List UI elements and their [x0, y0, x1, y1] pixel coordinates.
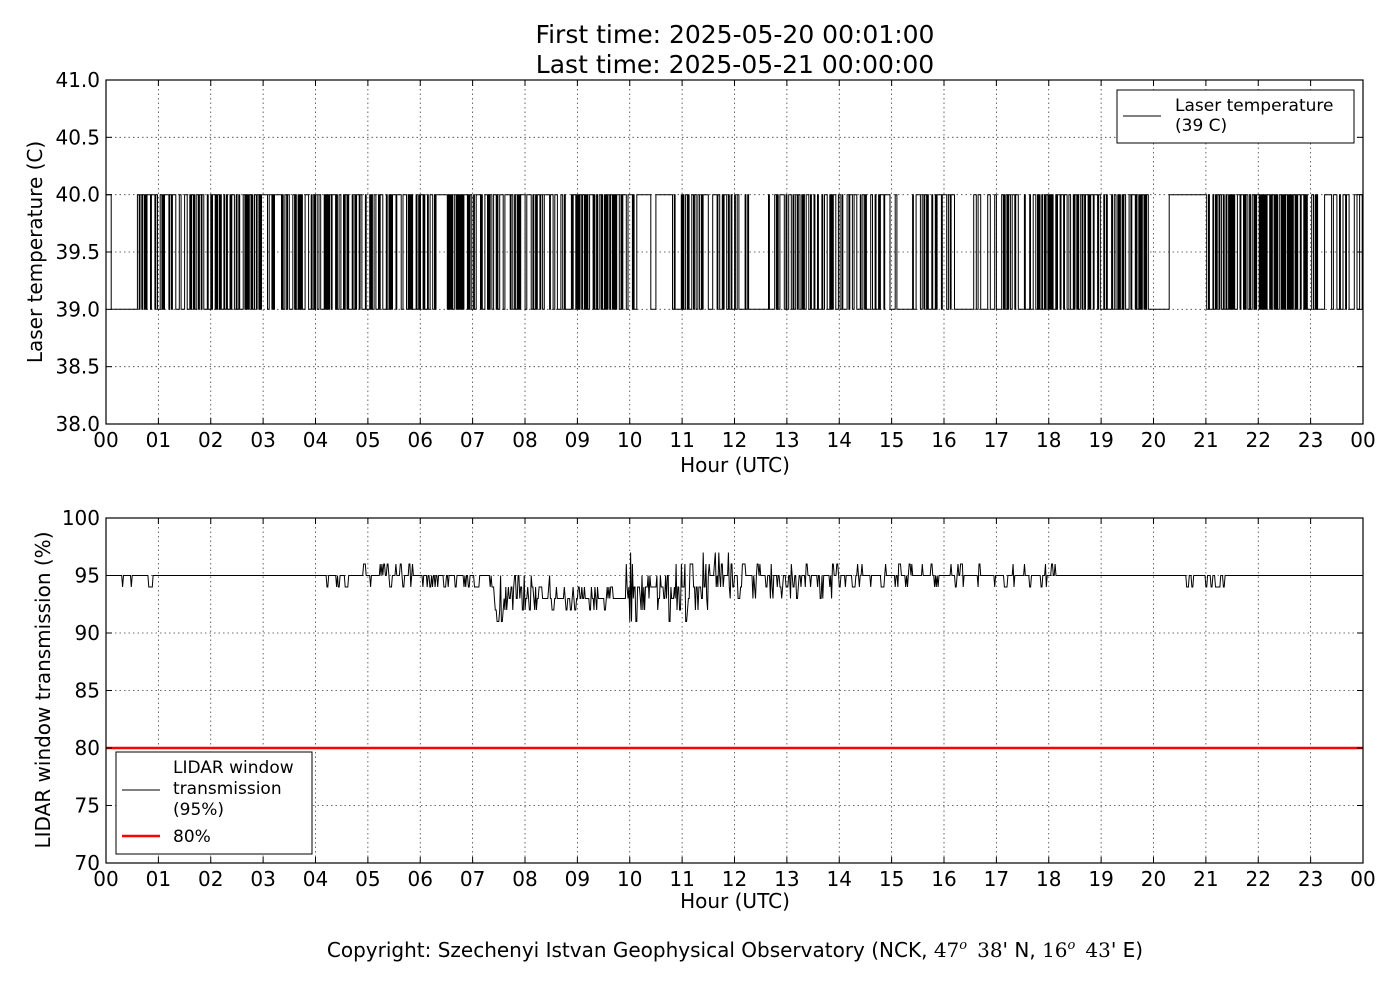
laser-temperature-xtick-label: 04	[303, 428, 328, 452]
lidar-transmission-ticks: 00 01 02 03 04 05 06 07 08 09 10 11 12 13 14 15 16 17 18 19…	[62, 506, 1376, 891]
latitude-degree-mark: o	[959, 938, 967, 953]
copyright-notice: Copyright: Szechenyi Istvan Geophysical …	[327, 938, 1143, 962]
laser-temperature-ticks: 00 01 02 03 04 05 06 07 08 09 10 11 12 13 14 15 16 17 18 19…	[55, 68, 1375, 452]
lidar-transmission-xtick-label: 06	[408, 867, 433, 891]
laser-temperature-xtick-label: 09	[565, 428, 590, 452]
lidar-legend-label-transmission: LIDAR window transmission (95%)	[173, 758, 299, 820]
lidar-transmission-ytick-label: 85	[75, 679, 100, 703]
lidar-transmission-xtick-label: 22	[1246, 867, 1271, 891]
laser-temperature-xtick-label: 00	[93, 428, 118, 452]
laser-temperature-ylabel: Laser temperature (C)	[23, 141, 47, 363]
lidar-transmission-xtick-label: 07	[460, 867, 485, 891]
lidar-transmission-xtick-label: 05	[355, 867, 380, 891]
laser-temperature-xtick-label: 03	[250, 428, 275, 452]
lidar-transmission-xtick-label: 17	[984, 867, 1009, 891]
lidar-transmission-xtick-label: 08	[512, 867, 537, 891]
laser-temperature-ytick-label: 39.5	[55, 240, 100, 264]
lidar-transmission-xtick-label: 16	[931, 867, 956, 891]
laser-temperature-xtick-label: 14	[827, 428, 852, 452]
lidar-transmission-xtick-label: 10	[617, 867, 642, 891]
laser-temperature-xtick-label: 11	[669, 428, 694, 452]
lidar-legend-label-80: 80%	[173, 827, 211, 847]
laser-temperature-xtick-label: 16	[931, 428, 956, 452]
laser-temperature-ytick-label: 38.5	[55, 355, 100, 379]
laser-temperature-legend-label: Laser temperature (39 C)	[1175, 96, 1339, 136]
lidar-transmission-xtick-label: 00	[1350, 867, 1375, 891]
laser-temperature-xtick-label: 00	[1350, 428, 1375, 452]
lidar-transmission-xtick-label: 13	[774, 867, 799, 891]
laser-temperature-xtick-label: 12	[722, 428, 747, 452]
laser-temperature-xtick-label: 07	[460, 428, 485, 452]
laser-temperature-xtick-label: 01	[146, 428, 171, 452]
copyright-prefix: Copyright: Szechenyi Istvan Geophysical …	[327, 938, 934, 962]
laser-temperature-xtick-label: 19	[1088, 428, 1113, 452]
lidar-transmission-grid	[106, 518, 1363, 863]
lidar-transmission-xtick-label: 03	[250, 867, 275, 891]
laser-temperature-ytick-label: 39.0	[55, 297, 100, 321]
lidar-transmission-xtick-label: 04	[303, 867, 328, 891]
lidar-transmission-line	[106, 552, 1363, 622]
longitude-degrees: 16	[1042, 938, 1067, 962]
laser-temperature-ytick-label: 38.0	[55, 412, 100, 436]
laser-temperature-series	[106, 194, 1363, 310]
laser-temperature-xlabel: Hour (UTC)	[680, 453, 790, 477]
lidar-transmission-xtick-label: 23	[1298, 867, 1323, 891]
longitude-minutes: 43	[1085, 938, 1110, 962]
laser-temperature-ytick-label: 40.5	[55, 125, 100, 149]
laser-temperature-xtick-label: 23	[1298, 428, 1323, 452]
lidar-transmission-xtick-label: 21	[1193, 867, 1218, 891]
laser-temperature-legend: Laser temperature (39 C)	[1116, 89, 1355, 144]
latitude-suffix: ' N,	[1003, 938, 1043, 962]
longitude-suffix: ' E)	[1111, 938, 1143, 962]
lidar-transmission-series	[106, 552, 1363, 622]
latitude-minutes: 38	[977, 938, 1002, 962]
laser-temperature-xtick-label: 08	[512, 428, 537, 452]
lidar-transmission-xtick-label: 18	[1036, 867, 1061, 891]
latitude-degrees: 47	[934, 938, 959, 962]
longitude-degree-mark: o	[1068, 938, 1076, 953]
lidar-transmission-xtick-label: 14	[827, 867, 852, 891]
laser-temperature-xtick-label: 15	[879, 428, 904, 452]
lidar-transmission-ylabel: LIDAR window transmission (%)	[31, 532, 55, 849]
lidar-transmission-xtick-label: 20	[1141, 867, 1166, 891]
laser-temperature-ytick-label: 41.0	[55, 68, 100, 92]
laser-temperature-ytick-label: 40.0	[55, 183, 100, 207]
lidar-transmission-xtick-label: 02	[198, 867, 223, 891]
lidar-transmission-xtick-label: 19	[1088, 867, 1113, 891]
lidar-transmission-ytick-label: 95	[75, 564, 100, 588]
laser-temperature-chart: 00 01 02 03 04 05 06 07 08 09 10 11 12 13 14 15 16 17 18 19…	[23, 68, 1376, 477]
figure-title-line2: Last time: 2025-05-21 00:00:00	[536, 50, 934, 79]
laser-temperature-xtick-label: 02	[198, 428, 223, 452]
lidar-transmission-ytick-label: 90	[75, 621, 100, 645]
laser-temperature-xtick-label: 21	[1193, 428, 1218, 452]
laser-temperature-xtick-label: 06	[408, 428, 433, 452]
laser-temperature-xtick-label: 10	[617, 428, 642, 452]
laser-temperature-xtick-label: 20	[1141, 428, 1166, 452]
lidar-transmission-xlabel: Hour (UTC)	[680, 889, 790, 913]
lidar-transmission-xtick-label: 11	[669, 867, 694, 891]
laser-temperature-line	[106, 194, 1363, 310]
lidar-transmission-xtick-label: 00	[93, 867, 118, 891]
laser-temperature-xtick-label: 22	[1246, 428, 1271, 452]
lidar-transmission-ytick-label: 70	[75, 851, 100, 875]
lidar-transmission-ytick-label: 75	[75, 794, 100, 818]
lidar-transmission-chart: 00 01 02 03 04 05 06 07 08 09 10 11 12 13 14 15 16 17 18 19…	[31, 506, 1376, 913]
lidar-transmission-xtick-label: 12	[722, 867, 747, 891]
lidar-transmission-legend: LIDAR window transmission (95%) 80%	[115, 751, 313, 855]
lidar-transmission-xtick-label: 09	[565, 867, 590, 891]
lidar-transmission-xtick-label: 15	[879, 867, 904, 891]
laser-temperature-xtick-label: 18	[1036, 428, 1061, 452]
lidar-transmission-xtick-label: 01	[146, 867, 171, 891]
laser-temperature-xtick-label: 13	[774, 428, 799, 452]
lidar-transmission-ytick-label: 100	[62, 506, 100, 530]
laser-temperature-xtick-label: 17	[984, 428, 1009, 452]
lidar-transmission-ytick-label: 80	[75, 736, 100, 760]
laser-temperature-xtick-label: 05	[355, 428, 380, 452]
figure-title-line1: First time: 2025-05-20 00:01:00	[536, 20, 935, 49]
